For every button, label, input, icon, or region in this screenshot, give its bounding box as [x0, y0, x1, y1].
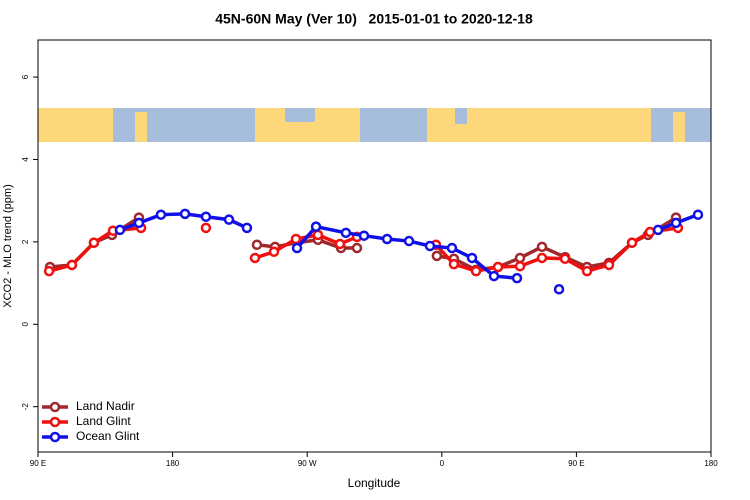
x-tick-label: 90 E: [30, 459, 46, 468]
data-point: [200, 211, 212, 222]
legend-label: Land Nadir: [76, 399, 135, 413]
x-axis-label: Longitude: [348, 476, 401, 490]
data-point: [66, 259, 78, 271]
data-point: [381, 233, 393, 245]
data-point: [241, 222, 253, 234]
data-point: [603, 259, 615, 271]
data-point: [340, 227, 352, 239]
map-strip: [38, 108, 711, 142]
legend-marker: [49, 401, 61, 413]
data-point: [514, 260, 526, 272]
legend-marker: [49, 431, 61, 443]
x-tick-label: 0: [440, 459, 445, 468]
data-point: [249, 252, 261, 264]
data-point: [351, 242, 363, 254]
data-point: [511, 272, 523, 284]
data-point: [179, 208, 191, 220]
data-point: [310, 221, 322, 232]
data-point: [470, 265, 482, 277]
data-point: [492, 261, 504, 273]
data-point: [43, 265, 55, 277]
data-point: [223, 214, 235, 225]
series-line: [434, 226, 679, 274]
data-point: [536, 252, 548, 264]
data-point: [514, 252, 526, 264]
data-point: [334, 238, 346, 250]
data-point: [268, 246, 280, 258]
data-point: [358, 230, 370, 241]
data-point: [312, 229, 324, 241]
data-point: [448, 258, 460, 270]
y-tick-label: 6: [21, 74, 30, 79]
data-point: [581, 265, 593, 277]
data-point: [559, 253, 571, 265]
x-tick-label: 180: [166, 459, 180, 468]
y-tick-label: -2: [21, 403, 30, 411]
x-tick-label: 90 W: [298, 459, 317, 468]
data-point: [290, 233, 302, 245]
data-point: [692, 209, 704, 220]
data-point: [466, 252, 478, 264]
data-point: [644, 226, 656, 238]
data-point: [424, 240, 436, 252]
data-point: [133, 217, 145, 229]
data-point: [652, 224, 664, 236]
data-point: [446, 242, 458, 254]
data-point: [431, 250, 443, 262]
data-point: [155, 209, 167, 220]
legend-marker: [49, 416, 61, 428]
legend-label: Ocean Glint: [76, 429, 140, 443]
chart-title: 45N-60N May (Ver 10) 2015-01-01 to 2020-…: [215, 11, 533, 27]
data-point: [291, 242, 303, 254]
data-point: [403, 235, 415, 247]
data-point: [488, 270, 500, 282]
legend-label: Land Glint: [76, 414, 131, 428]
y-tick-label: 0: [21, 322, 30, 327]
data-point: [670, 217, 682, 229]
y-tick-label: 4: [21, 157, 30, 162]
y-axis-label: XCO2 - MLO trend (ppm): [2, 184, 14, 307]
x-tick-label: 90 E: [568, 459, 584, 468]
x-tick-label: 180: [704, 459, 718, 468]
data-point: [200, 222, 212, 234]
data-point: [553, 284, 565, 295]
data-point: [626, 237, 638, 248]
data-point: [88, 237, 100, 248]
data-point: [114, 224, 126, 236]
data-point: [251, 239, 263, 251]
y-tick-label: 2: [21, 239, 30, 244]
data-point: [536, 241, 548, 253]
plot-frame: [37, 39, 712, 453]
